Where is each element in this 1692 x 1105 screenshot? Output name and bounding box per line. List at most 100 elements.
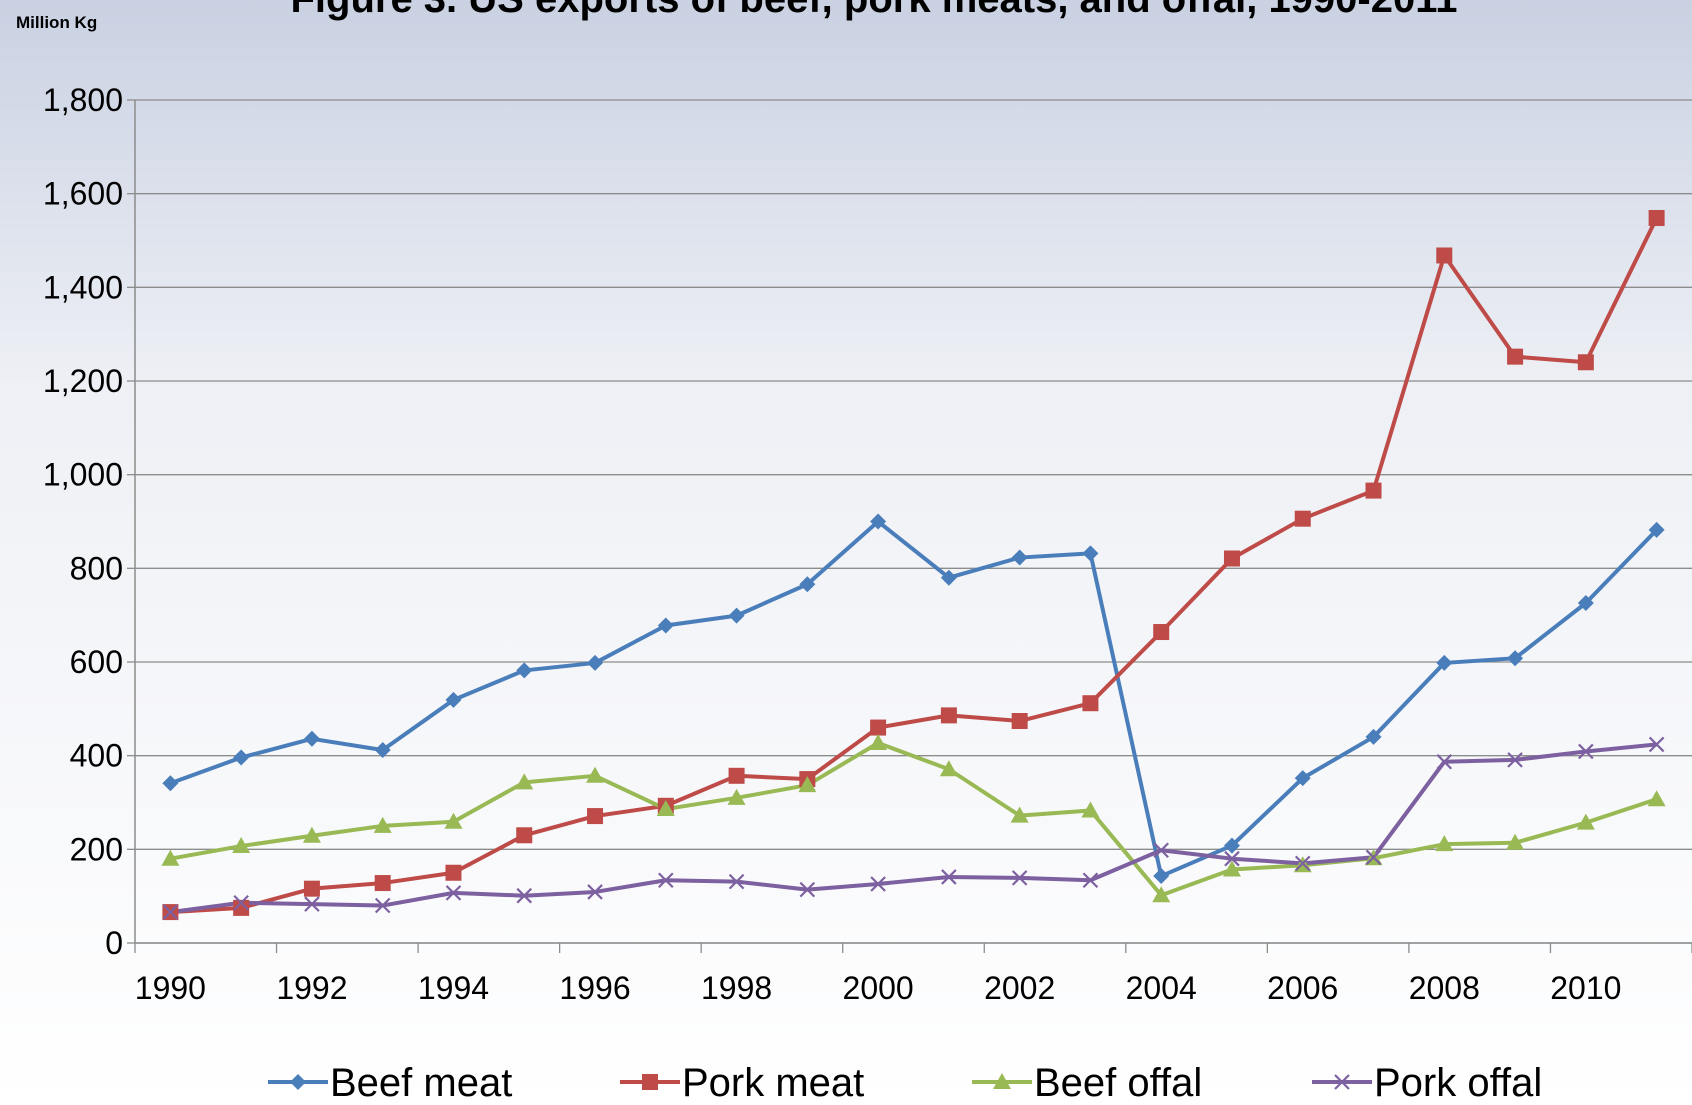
- y-tick-label: 400: [70, 738, 123, 774]
- x-tick-label: 1990: [135, 970, 206, 1006]
- data-point: [658, 872, 674, 889]
- y-tick-label: 800: [70, 550, 123, 586]
- data-point: [161, 849, 180, 866]
- data-point: [728, 767, 745, 784]
- legend-label: Beef meat: [330, 1061, 512, 1105]
- data-point: [1648, 210, 1665, 227]
- data-point: [1334, 1074, 1350, 1090]
- x-tick-label: 1992: [276, 970, 347, 1006]
- data-point: [303, 880, 320, 897]
- data-point: [516, 662, 533, 679]
- data-point: [1507, 650, 1524, 667]
- data-point: [516, 827, 533, 844]
- data-point: [445, 864, 462, 881]
- x-tick-label: 2002: [984, 970, 1055, 1006]
- data-point: [444, 812, 463, 829]
- y-tick-label: 600: [70, 644, 123, 680]
- data-point: [798, 776, 817, 793]
- data-point: [162, 904, 179, 920]
- data-point: [587, 808, 604, 825]
- data-point: [290, 1074, 306, 1090]
- data-point: [587, 654, 604, 671]
- data-point: [1224, 850, 1240, 867]
- data-point: [162, 775, 179, 792]
- data-point: [1010, 806, 1029, 823]
- data-point: [1152, 886, 1171, 903]
- y-tick-label: 200: [70, 831, 123, 867]
- y-tick-label: 1,600: [43, 176, 123, 212]
- x-tick-label: 2000: [843, 970, 914, 1006]
- data-point: [1436, 654, 1453, 671]
- legend-label: Pork meat: [682, 1061, 864, 1105]
- chart-title: Figure 3. US exports of beef, pork meats…: [290, 0, 1457, 21]
- data-point: [302, 826, 321, 843]
- data-point: [1436, 753, 1453, 770]
- data-point: [1507, 348, 1524, 365]
- y-tick-label: 1,800: [43, 82, 123, 118]
- series-line: [170, 742, 1657, 915]
- legend-label: Pork offal: [1374, 1061, 1542, 1105]
- data-point: [1436, 247, 1453, 264]
- y-tick-label: 1,200: [43, 363, 123, 399]
- x-tick-label: 1998: [701, 970, 772, 1006]
- data-point: [940, 707, 957, 724]
- y-tick-label: 0: [105, 925, 123, 961]
- data-point: [940, 569, 957, 586]
- data-point: [1153, 868, 1170, 885]
- data-point: [445, 885, 462, 901]
- data-point: [1082, 545, 1099, 562]
- data-point: [656, 800, 675, 817]
- data-point: [1577, 594, 1594, 611]
- data-point: [939, 760, 958, 777]
- data-point: [728, 607, 745, 624]
- data-point: [304, 896, 320, 912]
- data-point: [374, 875, 391, 892]
- series-line: [169, 519, 1659, 879]
- data-point: [1153, 842, 1169, 859]
- data-point: [1081, 801, 1100, 818]
- data-point: [1576, 813, 1595, 830]
- data-point: [374, 897, 391, 914]
- legend-label: Beef offal: [1034, 1061, 1202, 1105]
- data-point: [516, 887, 533, 904]
- data-point: [233, 899, 250, 916]
- data-point: [1648, 736, 1665, 753]
- data-point: [993, 1073, 1011, 1089]
- data-point: [1648, 521, 1665, 538]
- data-point: [1506, 833, 1525, 850]
- data-point: [515, 773, 534, 790]
- data-point: [941, 869, 957, 885]
- data-point: [728, 873, 745, 890]
- x-tick-label: 1996: [559, 970, 630, 1006]
- data-point: [1223, 837, 1240, 854]
- data-point: [799, 881, 816, 898]
- data-point: [727, 788, 746, 805]
- data-point: [445, 691, 462, 708]
- series-line: [170, 217, 1659, 915]
- data-point: [233, 749, 250, 766]
- data-point: [1365, 728, 1382, 745]
- data-point: [1435, 835, 1454, 852]
- data-point: [1223, 550, 1240, 567]
- data-point: [587, 884, 603, 900]
- y-tick-label: 1,400: [43, 269, 123, 305]
- x-tick-label: 2010: [1550, 970, 1621, 1006]
- data-point: [657, 617, 674, 634]
- data-point: [1011, 549, 1028, 566]
- data-point: [1082, 872, 1099, 889]
- data-point: [1507, 752, 1523, 768]
- x-tick-label: 2008: [1409, 970, 1480, 1006]
- x-tick-label: 2006: [1267, 970, 1338, 1006]
- data-point: [1294, 510, 1311, 527]
- data-point: [642, 1074, 658, 1090]
- data-point: [1577, 354, 1594, 371]
- data-point: [1647, 790, 1666, 807]
- data-point: [1011, 713, 1028, 730]
- data-point: [1011, 870, 1028, 886]
- data-point: [870, 719, 887, 736]
- y-tick-label: 1,000: [43, 457, 123, 493]
- data-point: [799, 576, 816, 593]
- series-line: [170, 741, 1658, 898]
